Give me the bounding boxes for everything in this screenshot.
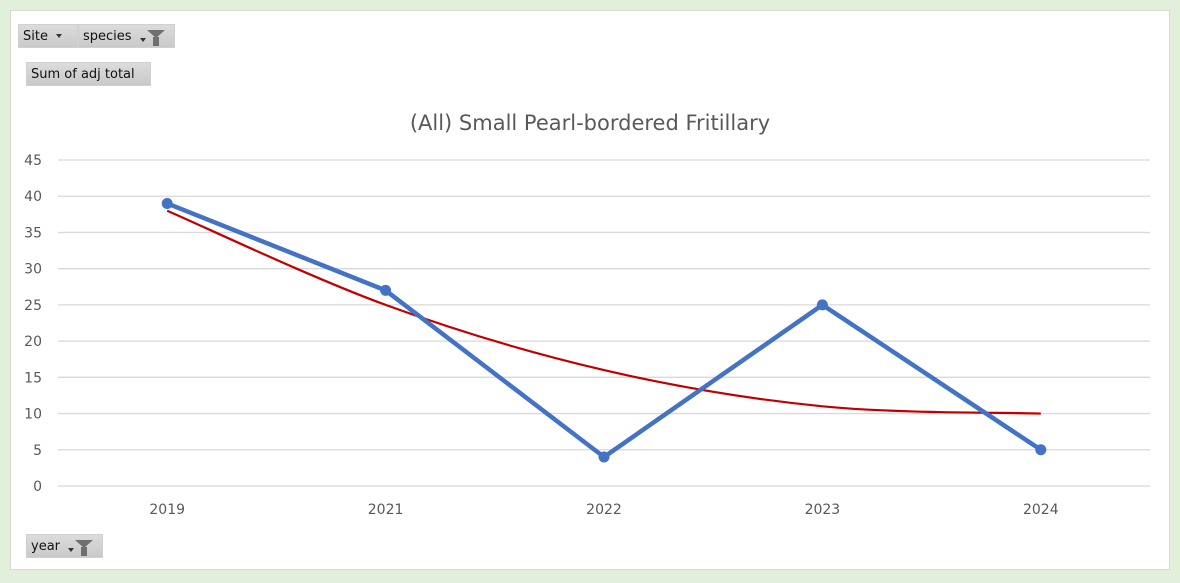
y-tick-label: 45	[24, 153, 42, 169]
data-series	[161, 197, 1047, 463]
data-point[interactable]	[380, 284, 392, 296]
chart-title: (All) Small Pearl-bordered Fritillary	[410, 111, 770, 135]
data-point[interactable]	[816, 299, 828, 311]
site-filter-label: Site	[23, 28, 48, 44]
y-tick-label: 10	[24, 407, 42, 423]
year-filter-button[interactable]: year	[26, 534, 103, 558]
trendline-path	[166, 209, 1041, 415]
y-tick-label: 25	[24, 298, 42, 314]
x-tick-label: 2024	[1023, 502, 1059, 518]
value-field-button[interactable]: Sum of adj total	[26, 62, 151, 86]
dropdown-arrow-icon	[139, 37, 146, 42]
data-point[interactable]	[161, 197, 173, 209]
dropdown-arrow-icon	[55, 34, 62, 38]
y-axis-ticks: 0 5 10 15 20 25 30 35 40 45	[24, 153, 42, 495]
x-tick-label: 2021	[368, 502, 404, 518]
x-tick-label: 2019	[149, 502, 185, 518]
value-field-label: Sum of adj total	[31, 66, 135, 82]
y-tick-label: 0	[33, 479, 42, 495]
y-tick-label: 30	[24, 262, 42, 278]
species-filter-button[interactable]: species	[78, 24, 175, 48]
site-filter-button[interactable]: Site	[18, 24, 78, 48]
gridlines	[58, 159, 1150, 487]
data-point[interactable]	[598, 451, 610, 463]
x-tick-label: 2023	[805, 502, 841, 518]
dropdown-arrow-icon	[68, 547, 75, 552]
filter-icon	[146, 29, 165, 46]
y-tick-label: 20	[24, 334, 42, 350]
data-point[interactable]	[1035, 444, 1047, 456]
filter-icon	[75, 539, 94, 556]
y-tick-label: 40	[24, 189, 42, 205]
series-line	[166, 201, 1043, 460]
y-tick-label: 35	[24, 225, 42, 241]
y-tick-label: 15	[24, 370, 42, 386]
y-tick-label: 5	[33, 443, 42, 459]
year-filter-label: year	[31, 538, 61, 554]
species-filter-label: species	[83, 28, 132, 44]
x-axis-ticks: 2019 2021 2022 2023 2024	[149, 502, 1058, 518]
x-tick-label: 2022	[586, 502, 622, 518]
trendline	[166, 209, 1041, 415]
pivot-chart-frame	[10, 10, 1170, 570]
